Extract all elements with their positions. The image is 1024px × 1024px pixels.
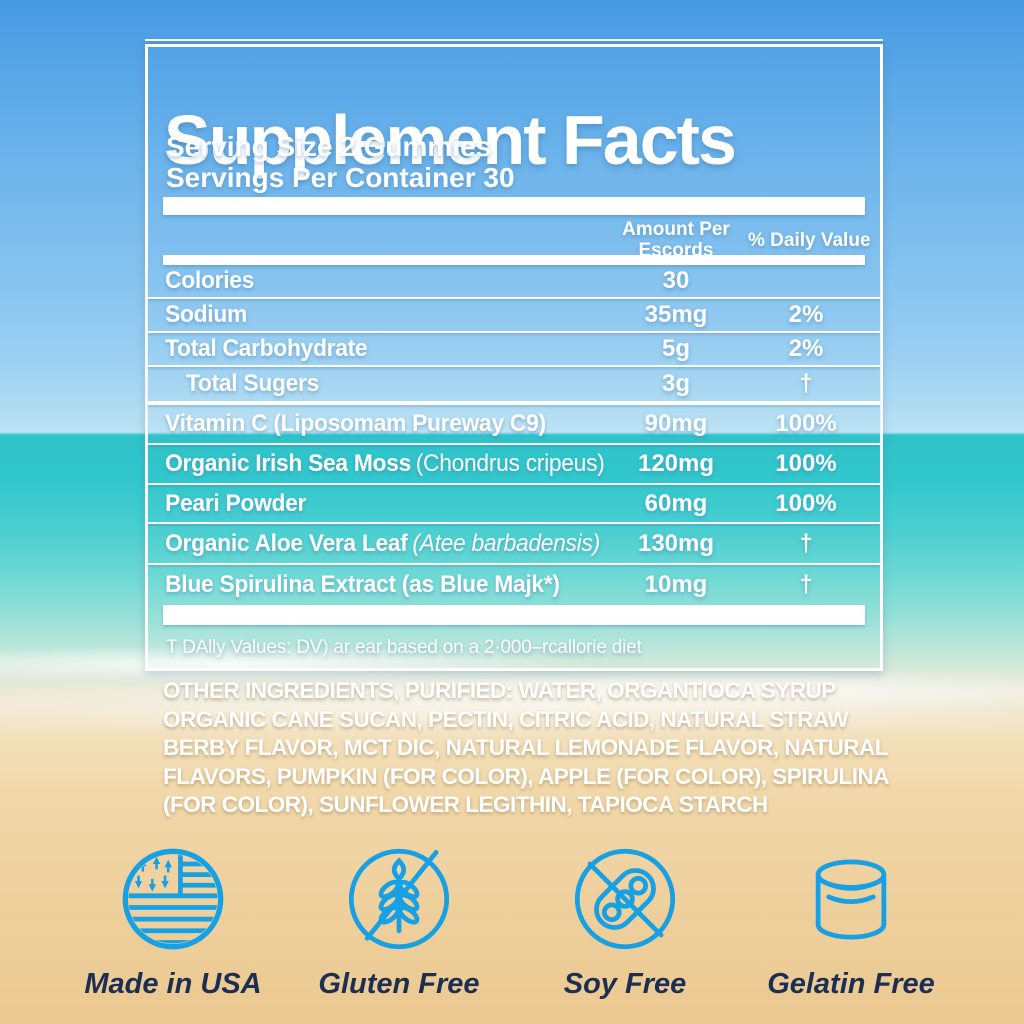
badge-label: Gelatin Free	[767, 968, 935, 1000]
nutrient-botanical-note: (Atee barbadensis)	[412, 529, 600, 557]
gelatin-free-icon	[815, 859, 887, 940]
gluten-free-icon	[348, 848, 450, 950]
table-row: Peari Powder 60mg 100%	[148, 485, 880, 524]
nutrient-daily-value: 2%	[788, 335, 824, 362]
nutrient-amount: 60mg	[644, 489, 708, 517]
nutrient-name: Vitamin C (Liposomam Pureway C9)	[165, 410, 546, 437]
nutrient-amount: 5g	[661, 335, 690, 362]
nutrient-name: Total Sugers	[186, 370, 319, 397]
table-row: Total Sugers 3g †	[148, 367, 880, 405]
servings-per-container-text: Servings Per Container 30	[166, 162, 515, 193]
nutrient-amount: 30	[662, 267, 690, 294]
table-row: Organic Irish Sea Moss (Chondrus cripeus)…	[148, 445, 880, 485]
table-row: Blue Spirulina Extract (as Blue Majk*) 1…	[148, 565, 880, 605]
daily-value-column-header: % Daily Value	[748, 230, 871, 251]
nutrient-name: Organic Aloe Vera Leaf	[165, 529, 408, 557]
nutrient-amount: 130mg	[637, 529, 715, 557]
badge-label: Gluten Free	[318, 968, 480, 1000]
badge-gluten-free: Gluten Free	[286, 846, 512, 1001]
table-row: Organic Aloe Vera Leaf (Atee barbadensis)…	[148, 524, 880, 565]
supplement-facts-panel: Supplement Facts Serving Size 2 Gummies …	[145, 44, 883, 671]
ingredients-line: (FOR COLOR), SUNFLOWER LEGITHIN, TAPIOCA…	[163, 792, 768, 818]
amount-per-line1: Amount Per	[622, 219, 730, 240]
nutrition-table: Colories 30 Sodium 35mg 2% Total Carbohy…	[148, 265, 880, 605]
nutrient-amount: 120mg	[637, 450, 715, 477]
bottom-thick-divider-bar	[163, 605, 865, 625]
ingredients-line: OTHER INGREDIENTS, PURIFIED: WATER, ORGA…	[163, 678, 836, 703]
table-row: Colories 30	[148, 265, 880, 299]
badges-row: Made in USA Gluten Free	[60, 846, 964, 1001]
other-ingredients: OTHER INGREDIENTS, PURIFIED: WATER, ORGA…	[163, 677, 893, 820]
nutrient-daily-value: †	[799, 370, 813, 397]
nutrient-daily-value: †	[799, 529, 813, 557]
badge-gelatin-free: Gelatin Free	[738, 846, 964, 1001]
table-row: Total Carbohydrate 5g 2%	[148, 333, 880, 367]
nutrient-daily-value: 100%	[775, 489, 837, 517]
ingredients-line: ORGANIC CANE SUCAN, PECTIN, CITRIC ACID,…	[163, 706, 849, 732]
nutrient-name: Sodium	[165, 301, 247, 328]
panel-title: Supplement Facts	[164, 100, 737, 179]
nutrient-daily-value: 2%	[788, 301, 824, 328]
table-row: Sodium 35mg 2%	[148, 299, 880, 333]
nutrient-amount: 35mg	[644, 301, 708, 328]
nutrient-amount: 3g	[661, 370, 690, 397]
panel-outer-top-line	[145, 39, 883, 41]
nutrient-daily-value: 100%	[775, 410, 837, 437]
nutrient-name: Colories	[165, 267, 255, 294]
nutrient-amount: 90mg	[644, 410, 708, 437]
nutrient-name: Peari Powder	[165, 489, 307, 517]
ingredients-line: BERBY FLAVOR, MCT DIC, NATURAL LEMONADE …	[163, 735, 888, 761]
badge-made-in-usa: Made in USA	[60, 846, 286, 1001]
nutrient-daily-value: 100%	[775, 450, 837, 477]
nutrient-daily-value: †	[799, 571, 813, 598]
medium-divider-bar	[163, 255, 865, 265]
serving-size-text: Serving Size 2 Gummies	[166, 131, 492, 162]
ingredients-line: FLAVORS, PUMPKIN (FOR COLOR), APPLE (FOR…	[163, 763, 889, 789]
thick-divider-bar	[163, 197, 865, 215]
nutrient-name: Blue Spirulina Extract (as Blue Majk*)	[165, 571, 560, 598]
usa-flag-icon	[122, 848, 224, 950]
badge-label: Soy Free	[563, 968, 687, 1000]
daily-value-footnote: T DAlly Values: DV) ar ear based on a 2·…	[166, 637, 642, 658]
badge-label: Made in USA	[84, 968, 262, 1000]
nutrient-botanical-note: (Chondrus cripeus)	[415, 450, 605, 477]
nutrient-name: Organic Irish Sea Moss	[165, 450, 412, 477]
nutrient-amount: 10mg	[644, 571, 708, 598]
badge-soy-free: Soy Free	[512, 846, 738, 1001]
nutrient-name: Total Carbohydrate	[165, 335, 368, 362]
table-row: Vitamin C (Liposomam Pureway C9) 90mg 10…	[148, 405, 880, 445]
soy-free-icon	[574, 848, 676, 950]
